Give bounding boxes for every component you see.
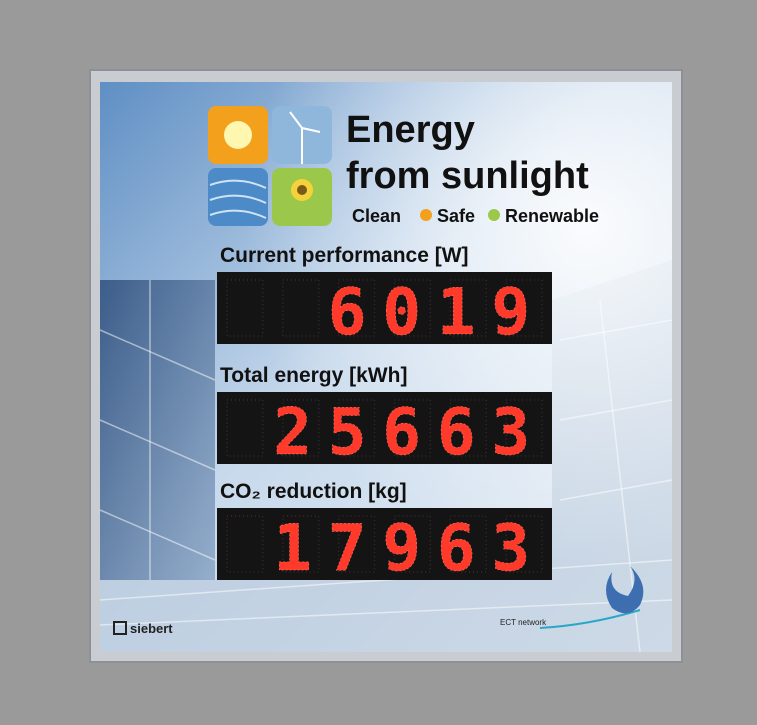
tagline-word: Renewable	[505, 206, 599, 226]
display-label: Current performance [W]	[220, 244, 469, 267]
tagline-word: Clean	[352, 206, 401, 226]
led-value: 17963	[273, 512, 546, 586]
display-label: Total energy [kWh]	[220, 364, 407, 387]
title-line-1: Energy	[346, 109, 475, 151]
displays: Current performance [W] 6019 Total energy …	[217, 244, 552, 586]
led-value: 25663	[273, 396, 546, 470]
network-label: ECT network	[500, 618, 547, 627]
led-value: 6019	[328, 276, 546, 350]
title-line-2: from sunlight	[346, 155, 589, 197]
photo: Energy from sunlight Clean Safe Renewabl…	[0, 0, 757, 720]
tagline-word: Safe	[437, 206, 475, 226]
display-label: CO₂ reduction [kg]	[220, 480, 407, 503]
tagline-dot	[488, 209, 500, 221]
brand: siebert	[130, 621, 173, 636]
tagline-dot	[420, 209, 432, 221]
